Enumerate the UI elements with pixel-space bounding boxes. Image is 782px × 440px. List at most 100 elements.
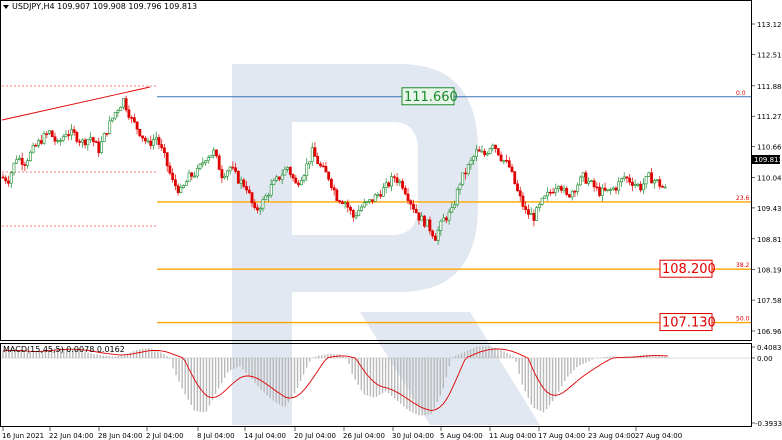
- fib-level-label: 0.0: [736, 90, 746, 97]
- candle: [472, 154, 476, 166]
- candle: [31, 142, 35, 154]
- candle: [302, 173, 306, 184]
- candle: [59, 137, 62, 146]
- candle: [617, 177, 621, 195]
- candle: [354, 212, 358, 220]
- candle: [294, 175, 298, 184]
- candle: [100, 136, 103, 155]
- candle: [313, 142, 317, 157]
- price-axis[interactable]: 113.120 112.510 111.880 111.270 110.660 110.0…: [751, 21, 782, 336]
- candle: [4, 175, 8, 184]
- candle: [299, 176, 303, 186]
- candle: [647, 171, 651, 178]
- candle: [609, 187, 612, 195]
- horizontal-levels[interactable]: 0.0 111.660 23.6 38.2 108.200 50.0 107.130: [157, 87, 751, 332]
- candle: [56, 138, 60, 144]
- candle: [226, 169, 229, 181]
- candle: [611, 186, 615, 191]
- candle: [409, 199, 413, 210]
- candle: [521, 192, 525, 210]
- candle: [423, 214, 426, 228]
- candle: [480, 145, 484, 153]
- candle: [376, 191, 380, 199]
- candle: [414, 204, 418, 214]
- trend-line[interactable]: [1, 86, 151, 121]
- candle: [349, 205, 352, 215]
- candle: [319, 161, 322, 168]
- candle: [7, 175, 10, 187]
- time-tick-label: 22 Jun 04:00: [49, 432, 93, 440]
- fib-level-label: 50.0: [736, 316, 750, 323]
- candle: [562, 185, 566, 194]
- candle: [176, 183, 180, 196]
- candle: [406, 188, 410, 205]
- price-tick-label: 109.430: [757, 205, 782, 213]
- candle: [529, 207, 533, 215]
- candle: [458, 182, 462, 195]
- candle: [639, 181, 643, 193]
- candle: [97, 137, 101, 157]
- candle: [45, 131, 49, 139]
- candle: [338, 199, 342, 204]
- time-tick-label: 5 Aug 04:00: [440, 432, 483, 440]
- candle: [537, 202, 541, 212]
- candle: [641, 178, 645, 195]
- candle: [127, 105, 131, 121]
- candle: [362, 198, 366, 209]
- time-tick-label: 30 Jul 04:00: [392, 432, 434, 440]
- candle: [94, 139, 98, 143]
- candle: [61, 134, 65, 143]
- candle: [543, 195, 547, 199]
- candle: [532, 209, 536, 227]
- candle: [305, 158, 309, 181]
- candle: [231, 161, 235, 171]
- candle: [494, 144, 497, 153]
- candle: [324, 162, 328, 173]
- candle: [138, 128, 142, 138]
- candle: [360, 204, 363, 212]
- time-axis[interactable]: 16 Jun 2021 22 Jun 04:00 28 Jun 04:00 2 Jul…: [2, 427, 682, 440]
- candle: [513, 171, 517, 185]
- candle: [636, 182, 640, 188]
- price-tick-label: 111.270: [757, 113, 782, 121]
- candle: [154, 131, 158, 145]
- price-level-label: 108.200: [662, 262, 716, 277]
- candle: [392, 174, 396, 183]
- candle: [39, 134, 43, 145]
- candle: [518, 186, 522, 202]
- candle: [491, 143, 495, 152]
- candle: [160, 139, 164, 152]
- candle: [67, 129, 71, 141]
- candle: [450, 202, 454, 214]
- candle: [91, 136, 95, 147]
- macd-axis-max: 0.4083: [757, 344, 782, 352]
- candle: [576, 182, 580, 196]
- candle: [141, 135, 144, 142]
- candle: [412, 199, 415, 214]
- candle: [198, 163, 202, 171]
- candle: [171, 168, 175, 183]
- candle: [250, 191, 254, 208]
- candle: [488, 147, 492, 155]
- candle: [622, 172, 626, 182]
- candle: [606, 189, 610, 193]
- candle: [187, 169, 191, 183]
- candle: [368, 199, 372, 204]
- symbol-dropdown[interactable]: USDJPY,H4 109.907 109.908 109.796 109.81…: [3, 2, 197, 11]
- price-tick-label: 110.660: [757, 144, 782, 152]
- candle: [245, 180, 248, 194]
- candle: [72, 125, 76, 136]
- candle: [390, 172, 394, 192]
- candle: [381, 183, 385, 197]
- candle: [267, 192, 270, 202]
- candle: [179, 183, 183, 194]
- candle: [157, 134, 161, 149]
- price-level-box: [659, 259, 713, 278]
- candle: [70, 124, 73, 141]
- dropdown-triangle-icon[interactable]: [3, 5, 9, 9]
- price-tick-label: 110.040: [757, 175, 782, 183]
- candle: [425, 219, 429, 227]
- candle: [628, 173, 632, 186]
- candle: [37, 138, 40, 148]
